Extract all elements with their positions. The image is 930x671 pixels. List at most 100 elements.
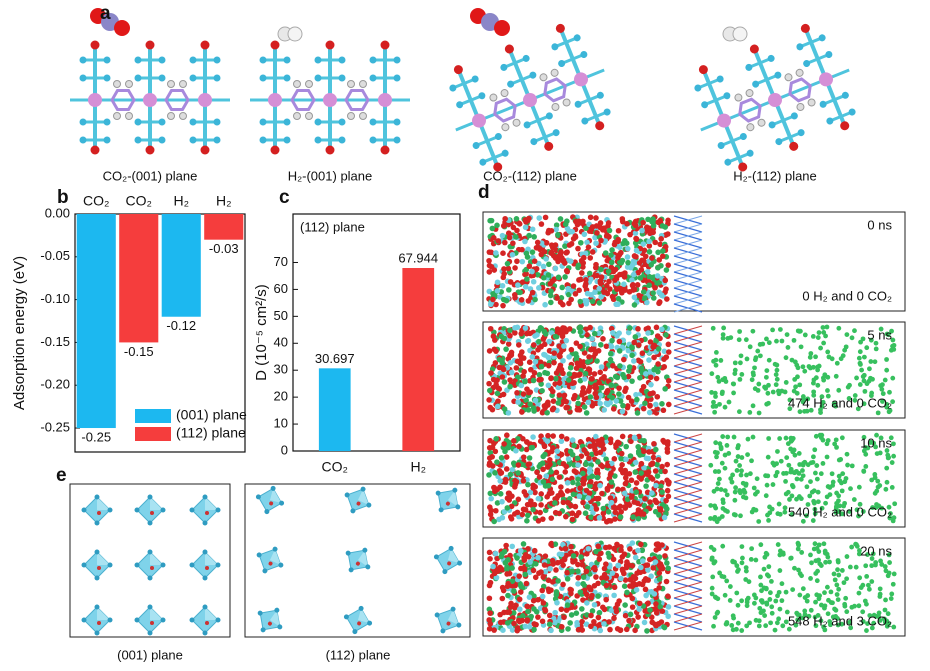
gas-molecule bbox=[565, 626, 571, 632]
polyhedron bbox=[81, 604, 113, 636]
h2-molecule bbox=[849, 604, 855, 610]
gas-molecule bbox=[578, 554, 584, 560]
h2-molecule bbox=[821, 377, 827, 383]
atom bbox=[189, 74, 197, 82]
gas-molecule bbox=[636, 600, 643, 607]
gas-molecule bbox=[586, 354, 592, 360]
h2-molecule bbox=[800, 364, 806, 370]
h2-molecule bbox=[769, 610, 775, 616]
gas-molecule bbox=[592, 289, 598, 296]
gas-molecule bbox=[652, 559, 659, 565]
atom bbox=[455, 504, 461, 510]
crystal-structure bbox=[694, 23, 856, 172]
h2-molecule bbox=[891, 624, 897, 630]
atom bbox=[790, 112, 798, 120]
bar bbox=[161, 214, 201, 317]
h2-molecule bbox=[824, 324, 830, 330]
gas-molecule bbox=[525, 608, 531, 615]
h2-molecule bbox=[752, 365, 757, 371]
gas-molecule bbox=[571, 442, 577, 449]
gas-molecule bbox=[575, 400, 581, 407]
gas-molecule bbox=[664, 296, 670, 302]
gas-molecule bbox=[529, 268, 535, 275]
atom bbox=[314, 136, 322, 144]
atom bbox=[325, 145, 335, 155]
h2-molecule bbox=[795, 617, 801, 623]
h2-molecule bbox=[800, 615, 806, 621]
h2-molecule bbox=[812, 541, 818, 547]
h2-molecule bbox=[884, 367, 890, 373]
gas-molecule bbox=[650, 223, 657, 229]
h2-molecule bbox=[800, 518, 806, 524]
h2-molecule bbox=[744, 356, 750, 362]
atom bbox=[278, 562, 284, 568]
gas-molecule bbox=[646, 238, 652, 245]
gas-molecule bbox=[553, 226, 559, 233]
gas-molecule bbox=[522, 623, 529, 630]
gas-molecule bbox=[635, 326, 641, 332]
h2-molecule bbox=[763, 374, 769, 380]
h2-molecule bbox=[767, 590, 773, 596]
bond bbox=[452, 77, 476, 90]
gas-molecule bbox=[542, 607, 549, 614]
time-label: 0 ns bbox=[867, 217, 892, 232]
h2-molecule bbox=[716, 476, 722, 482]
h2-molecule bbox=[794, 476, 800, 482]
gas-molecule bbox=[597, 369, 604, 376]
h2-molecule bbox=[766, 436, 772, 441]
gas-molecule bbox=[491, 267, 498, 273]
gas-molecule bbox=[504, 566, 510, 573]
face bbox=[358, 489, 369, 506]
gas-molecule bbox=[589, 249, 596, 255]
gas-molecule bbox=[582, 370, 589, 377]
x-tick-label: H₂ bbox=[216, 193, 232, 209]
gas-molecule bbox=[584, 239, 590, 246]
atom bbox=[355, 561, 360, 566]
h2-molecule bbox=[877, 594, 883, 599]
atom bbox=[97, 566, 101, 570]
h2-molecule bbox=[864, 601, 869, 607]
h2-molecule bbox=[823, 559, 828, 565]
h2-molecule bbox=[734, 626, 739, 632]
h2-molecule bbox=[800, 473, 806, 479]
gas-molecule bbox=[612, 277, 618, 283]
h2-molecule bbox=[825, 349, 831, 355]
h2-molecule bbox=[806, 613, 812, 619]
h2-molecule bbox=[815, 382, 821, 388]
gas-molecule bbox=[612, 473, 618, 479]
h2-molecule bbox=[709, 371, 715, 377]
h2-molecule bbox=[811, 488, 817, 494]
count-label: 540 H₂ and 0 CO₂ bbox=[788, 504, 892, 519]
gas-molecule bbox=[569, 604, 575, 610]
gas-molecule bbox=[520, 391, 527, 397]
gas-molecule bbox=[647, 339, 654, 345]
atom bbox=[393, 56, 401, 64]
gas-molecule bbox=[581, 404, 588, 410]
atom bbox=[539, 73, 548, 82]
h2-molecule bbox=[836, 572, 842, 578]
gas-molecule bbox=[586, 270, 593, 277]
gas-molecule bbox=[503, 466, 510, 472]
gas-molecule bbox=[583, 568, 590, 575]
gas-molecule bbox=[561, 614, 567, 621]
gas-molecule bbox=[581, 350, 588, 356]
atom bbox=[356, 501, 361, 506]
gas-molecule bbox=[517, 606, 523, 613]
gas-molecule bbox=[548, 242, 555, 248]
gas-molecule bbox=[612, 373, 619, 380]
gas-molecule bbox=[486, 455, 493, 461]
h2-molecule bbox=[849, 335, 855, 341]
gas-molecule bbox=[657, 604, 664, 610]
gas-molecule bbox=[608, 470, 614, 477]
h2-molecule bbox=[724, 578, 730, 584]
gas-molecule bbox=[558, 484, 564, 490]
h2-molecule bbox=[813, 571, 819, 576]
h2-molecule bbox=[755, 387, 761, 393]
gas-molecule bbox=[514, 627, 521, 634]
gas-molecule bbox=[624, 245, 631, 252]
polyhedron bbox=[189, 494, 221, 526]
gas-molecule bbox=[488, 370, 494, 376]
gas-molecule bbox=[520, 355, 527, 361]
h2-molecule bbox=[860, 609, 866, 615]
caption: H₂-(001) plane bbox=[288, 168, 373, 183]
